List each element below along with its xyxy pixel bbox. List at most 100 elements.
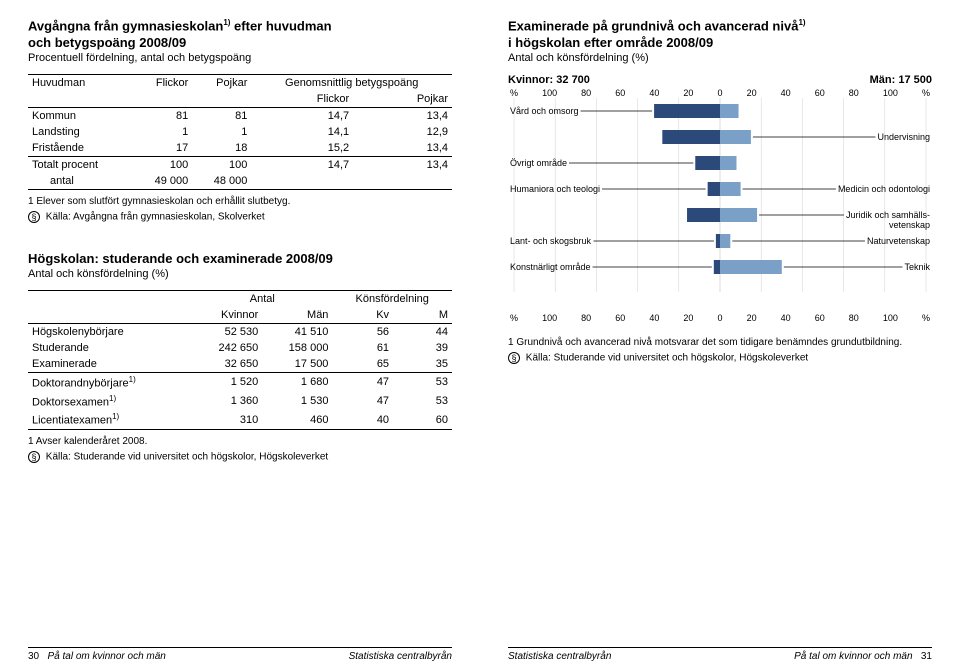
cell-name: Doktorsexamen (32, 396, 109, 408)
cell: 53 (393, 392, 452, 411)
cell: 65 (332, 356, 393, 373)
s2-table: Antal Könsfördelning Kvinnor Män Kv M Hö… (28, 290, 452, 430)
chart-header: Kvinnor: 32 700 Män: 17 500 (508, 74, 932, 86)
bar-kvinnor (654, 104, 720, 118)
s1-title: Avgångna från gymnasieskolan1) efter huv… (28, 18, 452, 51)
source-icon: § (28, 451, 40, 463)
cell-sup: 1) (129, 375, 136, 384)
pyramid-chart: Kvinnor: 32 700 Män: 17 500 % 100 80 60 40 20… (508, 74, 932, 323)
cell: 1 (133, 124, 192, 140)
cell: 100 (133, 156, 192, 173)
axis-tick: 20 (683, 313, 693, 323)
axis-tick: 40 (649, 313, 659, 323)
axis-tick: 0 (717, 313, 722, 323)
doc-title: På tal om kvinnor och män (794, 651, 912, 662)
cell: Doktorsexamen1) (28, 392, 192, 411)
cell: 14,1 (251, 124, 353, 140)
table-row: Licentiatexamen1) 310 460 40 60 (28, 410, 452, 429)
table-row: Doktorsexamen1) 1 360 1 530 47 53 (28, 392, 452, 411)
axis-tick: % (922, 313, 930, 323)
cell: 13,4 (353, 156, 452, 173)
bar-man (720, 104, 739, 118)
cell: 52 530 (192, 324, 262, 341)
cell: 12,9 (353, 124, 452, 140)
cell: 14,7 (251, 156, 353, 173)
cell-sup: 1) (109, 394, 116, 403)
s2-h-kons: Könsfördelning (332, 291, 452, 308)
cell: 47 (332, 373, 393, 392)
cell: 1 530 (262, 392, 332, 411)
cell: 1 360 (192, 392, 262, 411)
man-total: Män: 17 500 (870, 74, 932, 86)
org-name: Statistiska centralbyrån (349, 651, 452, 662)
s1-h-flickor: Flickor (133, 74, 192, 91)
bar-kvinnor (714, 260, 720, 274)
category-label-left: Humaniora och teologi (510, 184, 600, 194)
axis-tick: 80 (581, 313, 591, 323)
bar-man (720, 260, 782, 274)
bar-kvinnor (687, 208, 720, 222)
cell: 1 680 (262, 373, 332, 392)
s1-h-avg-p: Pojkar (353, 91, 452, 108)
r-footnote: 1 Grundnivå och avancerad nivå motsvarar… (508, 337, 932, 348)
bar-man (720, 156, 736, 170)
r-source-text: Källa: Studerande vid universitet och hö… (526, 352, 808, 363)
cell: 49 000 (133, 173, 192, 190)
bar-kvinnor (695, 156, 720, 170)
axis-top: %10080604020020406080100% (508, 88, 932, 98)
org-name: Statistiska centralbyrån (508, 651, 611, 662)
axis-tick: 100 (883, 313, 898, 323)
cell: Licentiatexamen1) (28, 410, 192, 429)
r-title-sup: 1) (798, 18, 805, 27)
table-row: antal 49 000 48 000 (28, 173, 452, 190)
cell: 14,7 (251, 107, 353, 124)
r-source: § Källa: Studerande vid universitet och … (508, 352, 932, 364)
cell: 17 500 (262, 356, 332, 373)
page: Avgångna från gymnasieskolan 1) efter huv… (0, 0, 960, 672)
cell: 44 (393, 324, 452, 341)
cell: Doktorandnybörjare1) (28, 373, 192, 392)
s2-h-kv: Kvinnor (192, 307, 262, 324)
s1-h-avg-f: Flickor (251, 91, 353, 108)
cell: Examinerade (28, 356, 192, 373)
s1-source-text: Källa: Avgångna från gymnasieskolan, Sko… (46, 211, 265, 222)
axis-tick: % (510, 313, 518, 323)
cell: 32 650 (192, 356, 262, 373)
bar-man (720, 130, 751, 144)
axis-tick: 60 (615, 88, 625, 98)
category-label-right: Teknik (904, 262, 930, 272)
category-label-right: Undervisning (877, 132, 930, 142)
axis-tick: 60 (815, 313, 825, 323)
cell: 39 (393, 340, 452, 356)
s1-title-line1b: efter huvudman (230, 18, 331, 33)
left-page: Avgångna från gymnasieskolan 1) efter huv… (0, 0, 480, 672)
page-number: 31 (921, 651, 932, 662)
category-label-left: Vård och omsorg (510, 106, 579, 116)
s2-source-text: Källa: Studerande vid universitet och hö… (46, 452, 328, 463)
s2-h-kvp: Kv (332, 307, 393, 324)
cell: Landsting (28, 124, 133, 140)
table-row: Fristående 17 18 15,2 13,4 (28, 140, 452, 157)
left-footer: 30 På tal om kvinnor och män Statistiska… (28, 647, 452, 662)
axis-tick: 40 (781, 88, 791, 98)
cell: 81 (133, 107, 192, 124)
axis-tick: 100 (542, 88, 557, 98)
s2: Högskolan: studerande och examinerade 20… (28, 251, 452, 463)
axis-tick: 100 (883, 88, 898, 98)
axis-tick: 20 (683, 88, 693, 98)
category-label-right: Naturvetenskap (867, 236, 930, 246)
bar-man (720, 182, 741, 196)
category-label-right: Medicin och odontologi (838, 184, 930, 194)
cell: 242 650 (192, 340, 262, 356)
s1-title-line1a: Avgångna från gymnasieskolan (28, 18, 223, 33)
axis-tick: 40 (649, 88, 659, 98)
axis-tick: % (510, 88, 518, 98)
cell-sup: 1) (112, 412, 119, 421)
doc-title: På tal om kvinnor och män (47, 651, 165, 662)
axis-tick: % (922, 88, 930, 98)
cell: 1 (192, 124, 251, 140)
axis-tick: 60 (815, 88, 825, 98)
s2-h-m: Män (262, 307, 332, 324)
s2-title: Högskolan: studerande och examinerade 20… (28, 251, 452, 267)
cell: 100 (192, 156, 251, 173)
